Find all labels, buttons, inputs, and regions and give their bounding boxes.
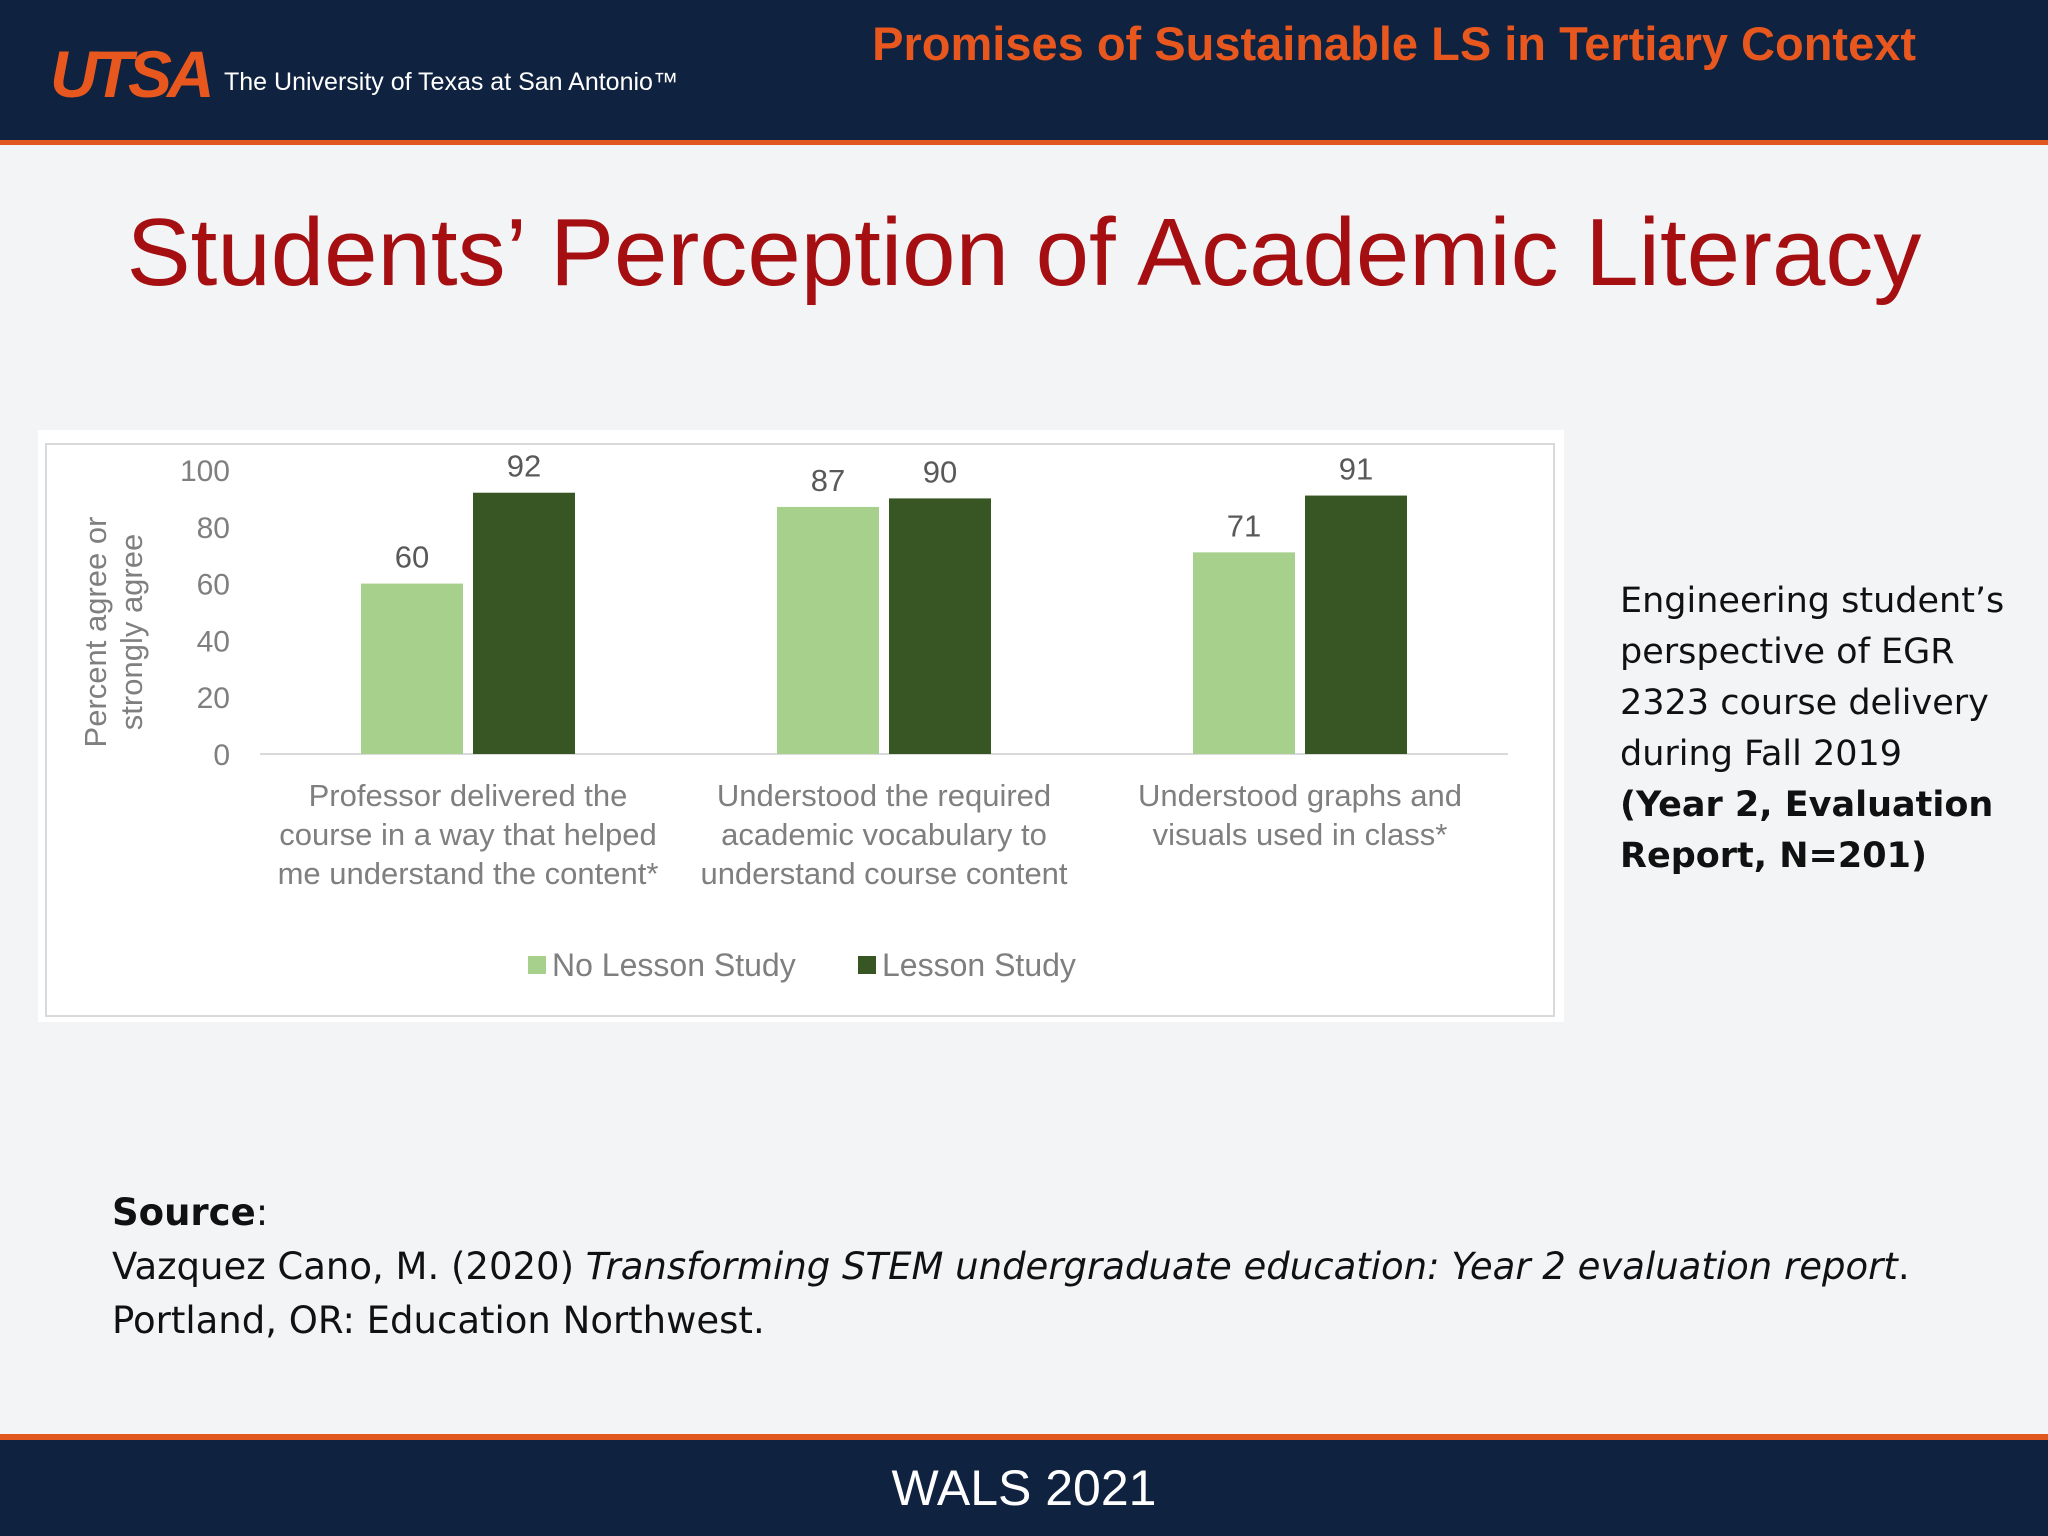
description-line: perspective of EGR bbox=[1620, 632, 1955, 672]
source-heading: Source: bbox=[112, 1186, 1992, 1240]
data-label: 92 bbox=[507, 449, 541, 484]
bar bbox=[1193, 552, 1295, 754]
description-line: during Fall 2019 bbox=[1620, 734, 1903, 774]
bar bbox=[889, 498, 991, 754]
citation-title: Transforming STEM undergraduate educatio… bbox=[585, 1245, 1898, 1288]
x-category-label: course in a way that helped bbox=[279, 817, 656, 852]
description-line-bold: (Year 2, Evaluation bbox=[1620, 785, 1994, 825]
citation-line: Vazquez Cano, M. (2020) Transforming STE… bbox=[112, 1240, 1992, 1294]
header-divider bbox=[0, 140, 2048, 145]
chart-border bbox=[45, 443, 1555, 1017]
legend-swatch bbox=[858, 956, 876, 974]
bar bbox=[473, 492, 575, 754]
x-category-label: Understood the required bbox=[717, 778, 1051, 813]
bar bbox=[777, 506, 879, 754]
data-label: 91 bbox=[1339, 452, 1373, 487]
y-tick-label: 40 bbox=[197, 625, 230, 658]
y-tick-label: 20 bbox=[197, 682, 230, 715]
data-label: 87 bbox=[811, 463, 845, 498]
y-tick-label: 0 bbox=[213, 739, 230, 772]
x-category-label: Professor delivered the bbox=[309, 778, 628, 813]
footer-divider bbox=[0, 1434, 2048, 1440]
citation-publisher: Portland, OR: Education Northwest. bbox=[112, 1299, 765, 1342]
description-line: 2323 course delivery bbox=[1620, 683, 1989, 723]
bar bbox=[1305, 495, 1407, 754]
x-category-label: visuals used in class* bbox=[1153, 817, 1448, 852]
source-colon: : bbox=[255, 1191, 269, 1234]
y-axis-title: strongly agree bbox=[114, 534, 149, 730]
legend-swatch bbox=[528, 956, 546, 974]
legend-label: Lesson Study bbox=[882, 947, 1076, 983]
header-title: Promises of Sustainable LS in Tertiary C… bbox=[872, 17, 1916, 70]
chart-svg: Percent agree or strongly agree 0 20 40 60 80 1… bbox=[45, 443, 1555, 1017]
slide-title: Students’ Perception of Academic Literac… bbox=[126, 199, 1922, 306]
legend-label: No Lesson Study bbox=[552, 947, 796, 983]
x-category-label: me understand the content* bbox=[278, 856, 659, 891]
y-tick-label: 60 bbox=[197, 569, 230, 602]
description-line: Engineering student’s bbox=[1620, 581, 2005, 621]
bar bbox=[361, 583, 463, 754]
source-citation: Source: Vazquez Cano, M. (2020) Transfor… bbox=[112, 1186, 1992, 1348]
citation-author: Vazquez Cano, M. (2020) bbox=[112, 1245, 586, 1288]
citation-period: . bbox=[1897, 1245, 1910, 1288]
data-label: 71 bbox=[1227, 508, 1261, 543]
university-name: The University of Texas at San Antonio™ bbox=[224, 68, 678, 96]
header-bar: UTSA The University of Texas at San Anto… bbox=[0, 0, 2048, 140]
bar-chart: Percent agree or strongly agree 0 20 40 60 80 1… bbox=[38, 430, 1564, 1022]
y-tick-label: 100 bbox=[180, 455, 230, 488]
utsa-logo: UTSA bbox=[50, 37, 215, 111]
data-label: 60 bbox=[395, 540, 429, 575]
y-axis-title: Percent agree or bbox=[78, 517, 113, 748]
x-category-label: Understood graphs and bbox=[1138, 778, 1462, 813]
footer-bar: WALS 2021 bbox=[0, 1440, 2048, 1536]
chart-description: Engineering student’s perspective of EGR… bbox=[1620, 576, 2020, 882]
description-line-bold: Report, N=201) bbox=[1620, 836, 1927, 876]
x-category-label: academic vocabulary to bbox=[721, 817, 1047, 852]
x-category-label: understand course content bbox=[700, 856, 1067, 891]
source-label: Source bbox=[112, 1191, 256, 1234]
data-label: 90 bbox=[923, 454, 957, 489]
y-tick-label: 80 bbox=[197, 512, 230, 545]
footer-text: WALS 2021 bbox=[891, 1460, 1157, 1516]
